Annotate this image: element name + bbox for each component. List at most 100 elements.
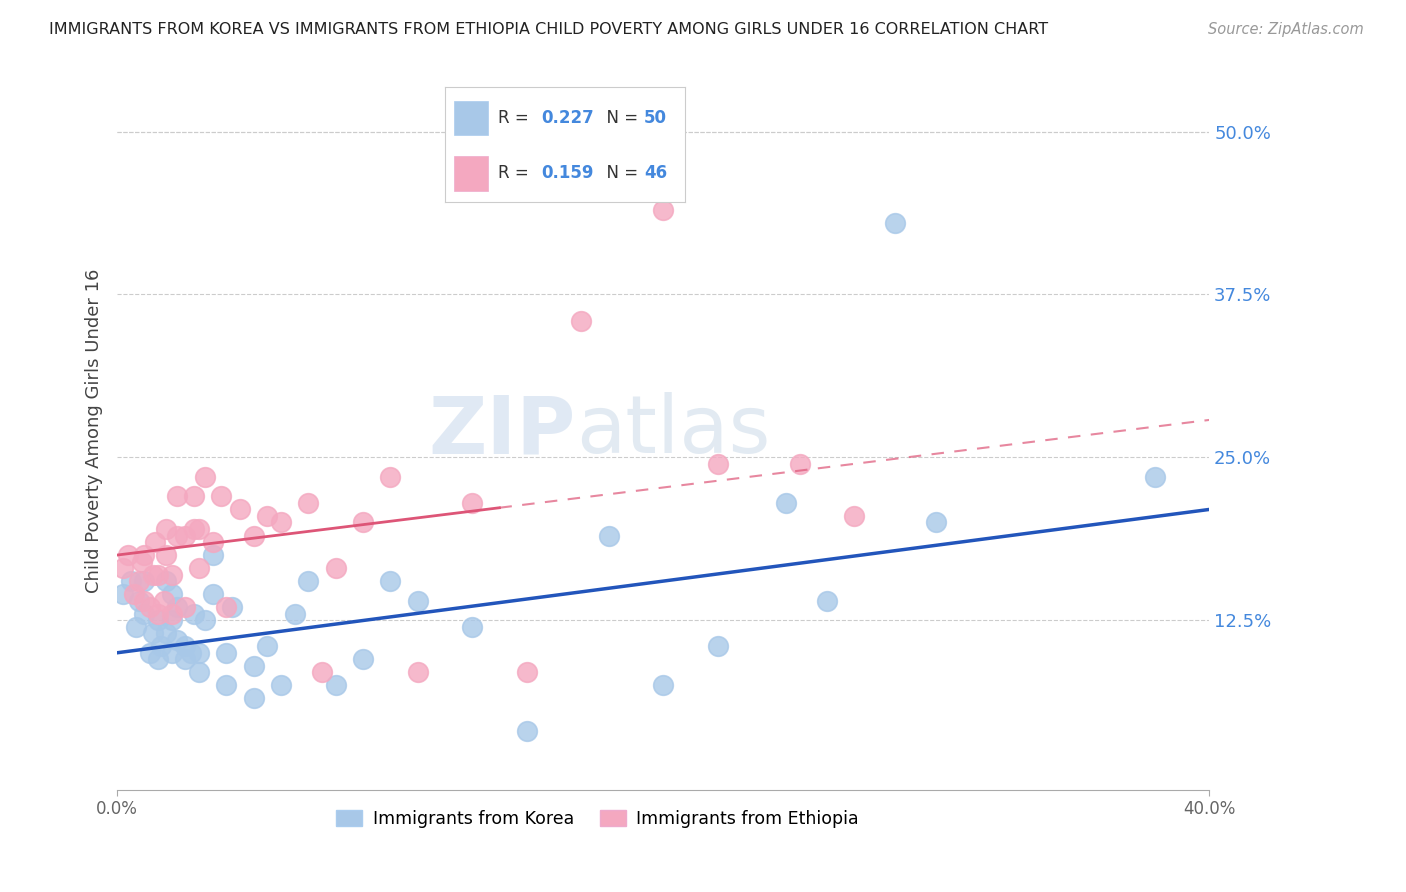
Point (160, 613, 183, 627)
Point (201, 548, 224, 562)
Point (270, 516, 292, 530)
Point (155, 574, 177, 588)
Point (461, 496, 484, 510)
Point (598, 528, 620, 542)
Point (146, 607, 169, 621)
Point (789, 457, 811, 471)
Point (201, 535, 224, 549)
Point (174, 652, 197, 666)
Point (139, 600, 162, 615)
Point (242, 691, 264, 706)
Point (380, 470, 402, 484)
Point (270, 678, 292, 692)
Point (188, 522, 211, 536)
Y-axis label: Child Poverty Among Girls Under 16: Child Poverty Among Girls Under 16 (86, 269, 103, 593)
Point (174, 528, 197, 542)
Point (406, 593, 429, 607)
Text: ZIP: ZIP (429, 392, 576, 470)
Point (125, 620, 148, 634)
Point (139, 646, 162, 660)
Point (707, 639, 730, 653)
Point (569, 313, 592, 327)
Point (174, 600, 197, 615)
Point (297, 574, 319, 588)
Point (145, 535, 167, 549)
Point (215, 646, 238, 660)
Point (242, 658, 264, 673)
Point (406, 665, 429, 680)
Point (134, 574, 156, 588)
Text: Source: ZipAtlas.com: Source: ZipAtlas.com (1208, 22, 1364, 37)
Point (352, 652, 374, 666)
Point (516, 665, 538, 680)
Point (311, 665, 333, 680)
Point (188, 561, 211, 575)
Point (884, 216, 907, 230)
Point (256, 639, 278, 653)
Point (325, 678, 347, 692)
Text: atlas: atlas (576, 392, 770, 470)
Point (209, 490, 232, 504)
Point (183, 607, 205, 621)
Point (111, 587, 134, 601)
Point (160, 587, 183, 601)
Point (134, 548, 156, 562)
Point (242, 528, 264, 542)
Point (134, 607, 156, 621)
Point (146, 652, 169, 666)
Point (352, 516, 374, 530)
Point (844, 508, 866, 523)
Point (160, 607, 183, 621)
Point (131, 555, 153, 569)
Point (188, 646, 211, 660)
Point (925, 516, 948, 530)
Point (215, 600, 238, 615)
Point (142, 567, 165, 582)
Point (180, 646, 202, 660)
Point (166, 600, 188, 615)
Point (188, 665, 211, 680)
Point (775, 496, 797, 510)
Point (166, 490, 188, 504)
Point (152, 593, 174, 607)
Point (215, 678, 238, 692)
Point (117, 548, 139, 562)
Point (174, 639, 197, 653)
Point (149, 639, 172, 653)
Point (155, 626, 177, 640)
Point (166, 528, 188, 542)
Point (516, 723, 538, 738)
Point (284, 607, 307, 621)
Point (134, 593, 156, 607)
Point (707, 457, 730, 471)
Legend: Immigrants from Korea, Immigrants from Ethiopia: Immigrants from Korea, Immigrants from E… (329, 803, 866, 835)
Text: IMMIGRANTS FROM KOREA VS IMMIGRANTS FROM ETHIOPIA CHILD POVERTY AMONG GIRLS UNDE: IMMIGRANTS FROM KOREA VS IMMIGRANTS FROM… (49, 22, 1049, 37)
Point (120, 574, 142, 588)
Point (461, 620, 484, 634)
Point (128, 574, 150, 588)
Point (155, 522, 177, 536)
Point (142, 626, 165, 640)
Point (160, 646, 183, 660)
Point (155, 548, 177, 562)
Point (193, 613, 215, 627)
Point (201, 587, 224, 601)
Point (193, 470, 215, 484)
Point (166, 632, 188, 647)
Point (815, 593, 838, 607)
Point (146, 613, 169, 627)
Point (183, 490, 205, 504)
Point (183, 522, 205, 536)
Point (1143, 470, 1166, 484)
Point (325, 561, 347, 575)
Point (160, 567, 183, 582)
Point (256, 508, 278, 523)
Point (652, 678, 675, 692)
Point (146, 567, 169, 582)
Point (229, 502, 252, 516)
Point (297, 496, 319, 510)
Point (221, 600, 243, 615)
Point (111, 561, 134, 575)
Point (652, 202, 675, 217)
Point (380, 574, 402, 588)
